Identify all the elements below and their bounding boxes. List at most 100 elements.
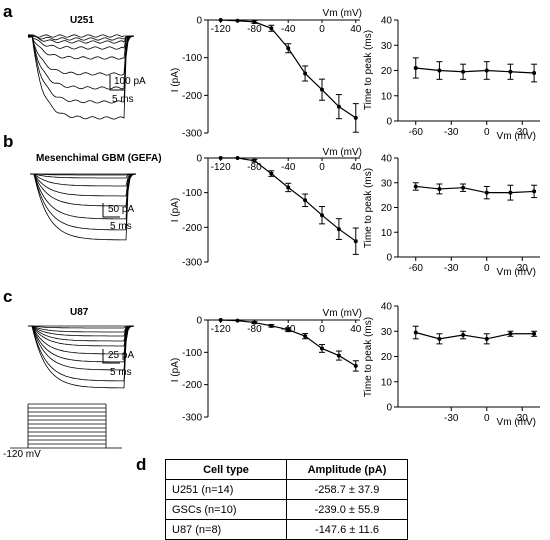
y-tick-label: 10 xyxy=(381,91,393,102)
data-point xyxy=(461,333,466,338)
data-point xyxy=(269,171,274,176)
data-point xyxy=(413,65,418,70)
y-axis-label: I (pA) xyxy=(170,68,181,92)
x-axis-label: Vm (mV) xyxy=(497,417,536,428)
data-point xyxy=(336,353,341,358)
y-tick-label: 30 xyxy=(381,41,393,52)
y-tick-label: -300 xyxy=(182,413,202,424)
y-tick-label: -200 xyxy=(182,223,202,234)
current-trace xyxy=(27,34,135,60)
data-point xyxy=(269,323,274,328)
current-trace xyxy=(30,173,136,179)
current-trace xyxy=(27,34,134,38)
scale-time-u251: 5 ms xyxy=(112,94,134,105)
x-tick-label: -60 xyxy=(409,263,424,274)
y-tick-label: 30 xyxy=(381,178,393,189)
data-point xyxy=(286,327,291,332)
x-tick-label: 0 xyxy=(319,24,325,35)
data-point xyxy=(320,213,324,218)
data-point xyxy=(320,87,324,92)
data-point xyxy=(484,190,489,195)
data-point xyxy=(303,71,308,76)
x-axis-label: Vm (mV) xyxy=(323,308,362,319)
current-trace xyxy=(27,34,134,41)
current-trace xyxy=(28,325,135,342)
current-trace xyxy=(28,35,135,120)
data-point xyxy=(303,198,308,203)
panel-letter-b: b xyxy=(3,132,13,151)
x-tick-label: 30 xyxy=(517,413,529,424)
panel-letter-a: a xyxy=(3,2,13,21)
y-axis-label: I (pA) xyxy=(170,358,181,382)
voltage-protocol xyxy=(10,403,122,449)
current-trace xyxy=(30,173,136,176)
y-axis-label: Time to peak (ms) xyxy=(363,317,374,397)
x-tick-label: 40 xyxy=(350,24,362,35)
scale-current-gefa: 50 pA xyxy=(108,204,134,215)
data-point xyxy=(252,320,257,325)
y-tick-label: -200 xyxy=(182,380,202,391)
table-header-cell-type: Cell type xyxy=(165,459,287,480)
data-point xyxy=(413,184,418,189)
x-tick-label: -120 xyxy=(211,162,231,173)
x-axis-label: Vm (mV) xyxy=(497,131,536,142)
y-tick-label: 0 xyxy=(386,253,392,264)
amplitude-table: Cell type Amplitude (pA) U251 (n=14) -25… xyxy=(165,459,408,540)
y-tick-label: 0 xyxy=(386,403,392,414)
y-tick-label: 10 xyxy=(381,228,393,239)
panel-letter-c: c xyxy=(3,287,12,306)
y-tick-label: -300 xyxy=(182,129,202,140)
data-point xyxy=(437,336,442,341)
current-trace xyxy=(30,173,137,187)
current-traces-u251 xyxy=(27,34,135,120)
table-cell-amplitude: -239.0 ± 55.9 xyxy=(286,499,408,520)
current-trace xyxy=(28,325,135,355)
x-tick-label: 30 xyxy=(517,263,529,274)
current-trace xyxy=(30,173,137,231)
data-point xyxy=(286,185,291,190)
table-cell-cell-type: GSCs (n=10) xyxy=(165,499,287,520)
y-tick-label: 40 xyxy=(381,154,393,165)
x-tick-label: -60 xyxy=(409,127,424,138)
scale-bar-u87 xyxy=(102,349,120,364)
data-point xyxy=(218,156,223,160)
x-tick-label: 40 xyxy=(350,324,362,335)
data-point xyxy=(437,186,442,191)
data-point xyxy=(336,104,341,109)
x-tick-label: 0 xyxy=(319,162,325,173)
x-tick-label: -30 xyxy=(444,413,459,424)
y-tick-label: 0 xyxy=(196,316,202,327)
x-tick-label: -120 xyxy=(211,324,231,335)
data-point xyxy=(235,318,240,323)
current-trace xyxy=(28,325,135,371)
x-tick-label: 0 xyxy=(484,127,490,138)
table-row: U251 (n=14) -258.7 ± 37.9 xyxy=(165,479,408,500)
data-point xyxy=(353,363,358,368)
y-tick-label: 40 xyxy=(381,302,393,313)
x-tick-label: 0 xyxy=(484,413,490,424)
series-line xyxy=(415,185,535,194)
table-header-row: Cell type Amplitude (pA) xyxy=(165,459,408,480)
y-tick-label: -300 xyxy=(182,258,202,269)
scale-current-u87: 25 pA xyxy=(108,350,134,361)
data-point xyxy=(286,46,291,51)
current-trace xyxy=(27,34,135,90)
current-trace xyxy=(28,325,135,347)
data-point xyxy=(252,19,257,24)
trace-label-u87: U87 xyxy=(70,307,89,318)
data-point xyxy=(532,71,537,76)
current-trace xyxy=(28,325,134,333)
current-traces-u87 xyxy=(28,325,135,389)
table-cell-amplitude: -147.6 ± 11.6 xyxy=(286,519,408,540)
y-tick-label: -200 xyxy=(182,91,202,102)
y-tick-label: -100 xyxy=(182,53,202,64)
x-tick-label: -80 xyxy=(247,162,262,173)
y-tick-label: 0 xyxy=(386,117,392,128)
data-point xyxy=(437,68,442,73)
current-trace xyxy=(30,173,137,220)
current-trace xyxy=(28,325,135,363)
x-axis-label: Vm (mV) xyxy=(323,147,362,158)
table-header-amplitude: Amplitude (pA) xyxy=(286,459,408,480)
y-tick-label: 20 xyxy=(381,203,393,214)
